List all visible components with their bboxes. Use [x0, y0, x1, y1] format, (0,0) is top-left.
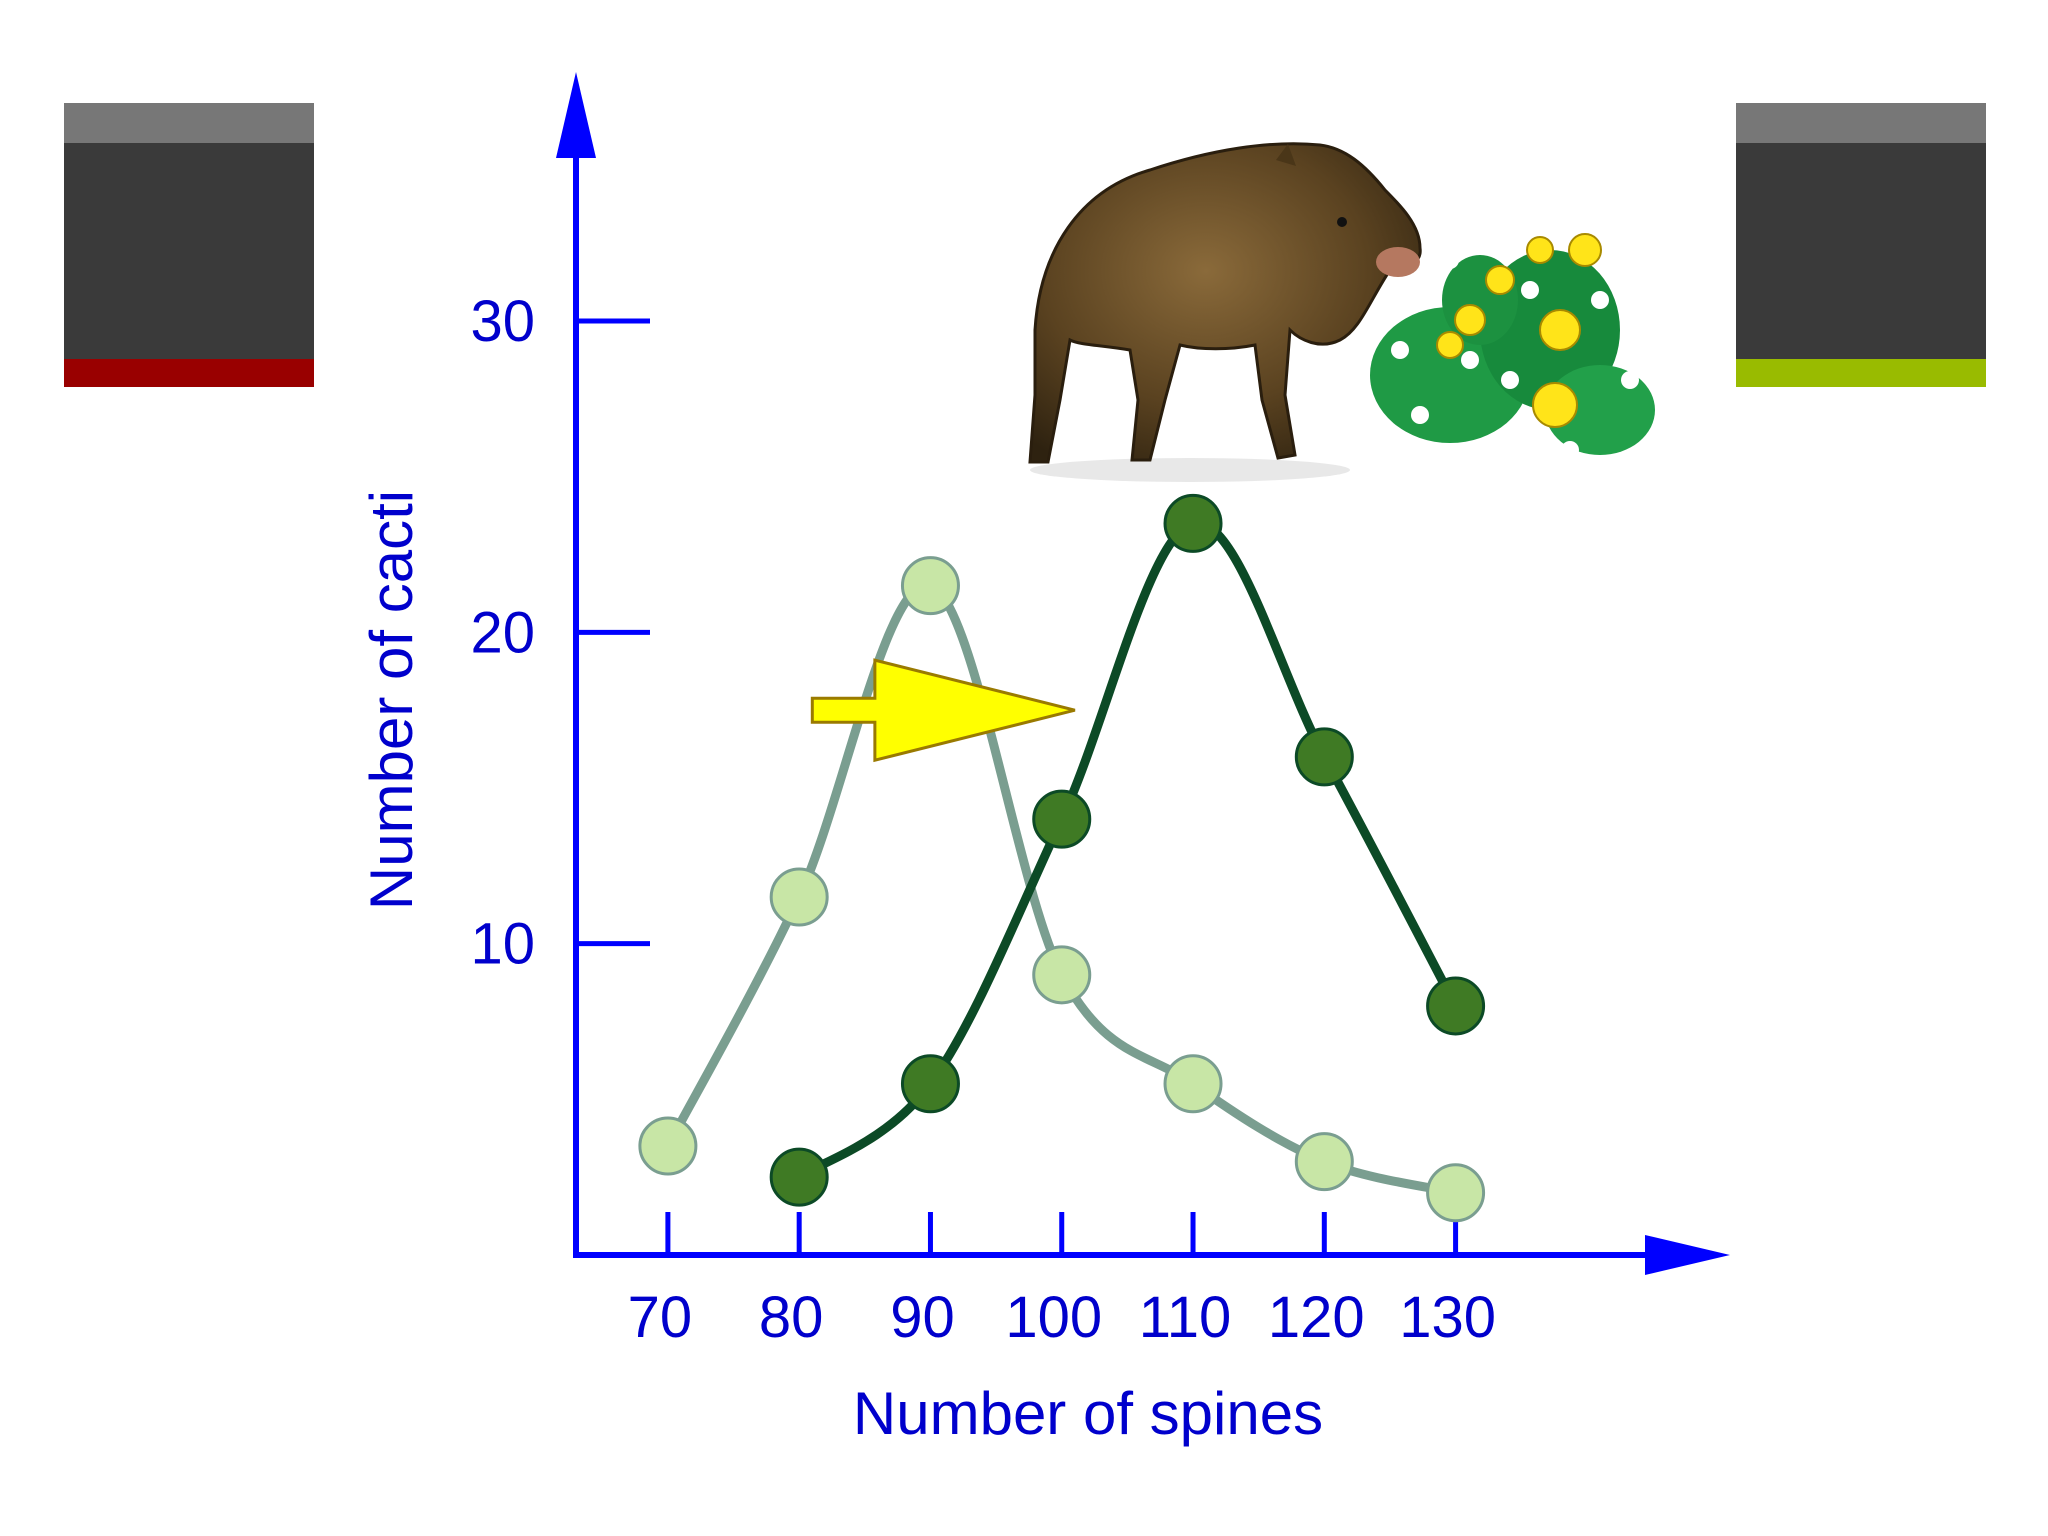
shift-arrow	[810, 658, 1076, 763]
x-tick-label: 100	[1005, 1285, 1102, 1350]
y-tick-label: 30	[470, 289, 535, 354]
right-decor-accent	[1736, 359, 1986, 387]
x-tick-label: 120	[1268, 1285, 1365, 1350]
y-tick-label: 20	[470, 600, 535, 665]
x-tick-label: 90	[890, 1285, 955, 1350]
right-decor-block	[1736, 103, 1986, 387]
data-point	[769, 1147, 829, 1207]
data-point	[1426, 1163, 1486, 1223]
left-decor-block	[64, 103, 314, 387]
left-decor-accent	[64, 359, 314, 387]
x-ticks: 70 80 90 100 110 120 130	[628, 1212, 1496, 1350]
x-tick-label: 80	[759, 1285, 824, 1350]
data-point	[1294, 727, 1354, 787]
data-point	[1163, 1054, 1223, 1114]
series-1	[638, 556, 1486, 1223]
x-tick-label: 70	[628, 1285, 693, 1350]
data-point	[1426, 976, 1486, 1036]
data-point	[1032, 789, 1092, 849]
data-point	[1032, 945, 1092, 1005]
x-axis-label: Number of spines	[853, 1380, 1323, 1447]
x-tick-label: 110	[1139, 1285, 1231, 1350]
data-point	[900, 1054, 960, 1114]
cactus-illustration	[1370, 233, 1655, 459]
series-2	[769, 493, 1486, 1207]
x-axis	[573, 1235, 1730, 1275]
peccary-illustration	[1028, 142, 1422, 482]
y-axis-label: Number of cacti	[358, 490, 425, 910]
y-axis	[556, 72, 596, 1255]
y-tick-label: 10	[470, 912, 535, 977]
data-point	[900, 556, 960, 616]
data-point	[1163, 493, 1223, 553]
y-ticks: 10 20 30	[470, 289, 650, 977]
series-layer	[638, 493, 1486, 1223]
data-point	[638, 1116, 698, 1176]
annotation-layer	[810, 658, 1076, 763]
x-tick-label: 130	[1399, 1285, 1496, 1350]
data-point	[769, 867, 829, 927]
data-point	[1294, 1132, 1354, 1192]
